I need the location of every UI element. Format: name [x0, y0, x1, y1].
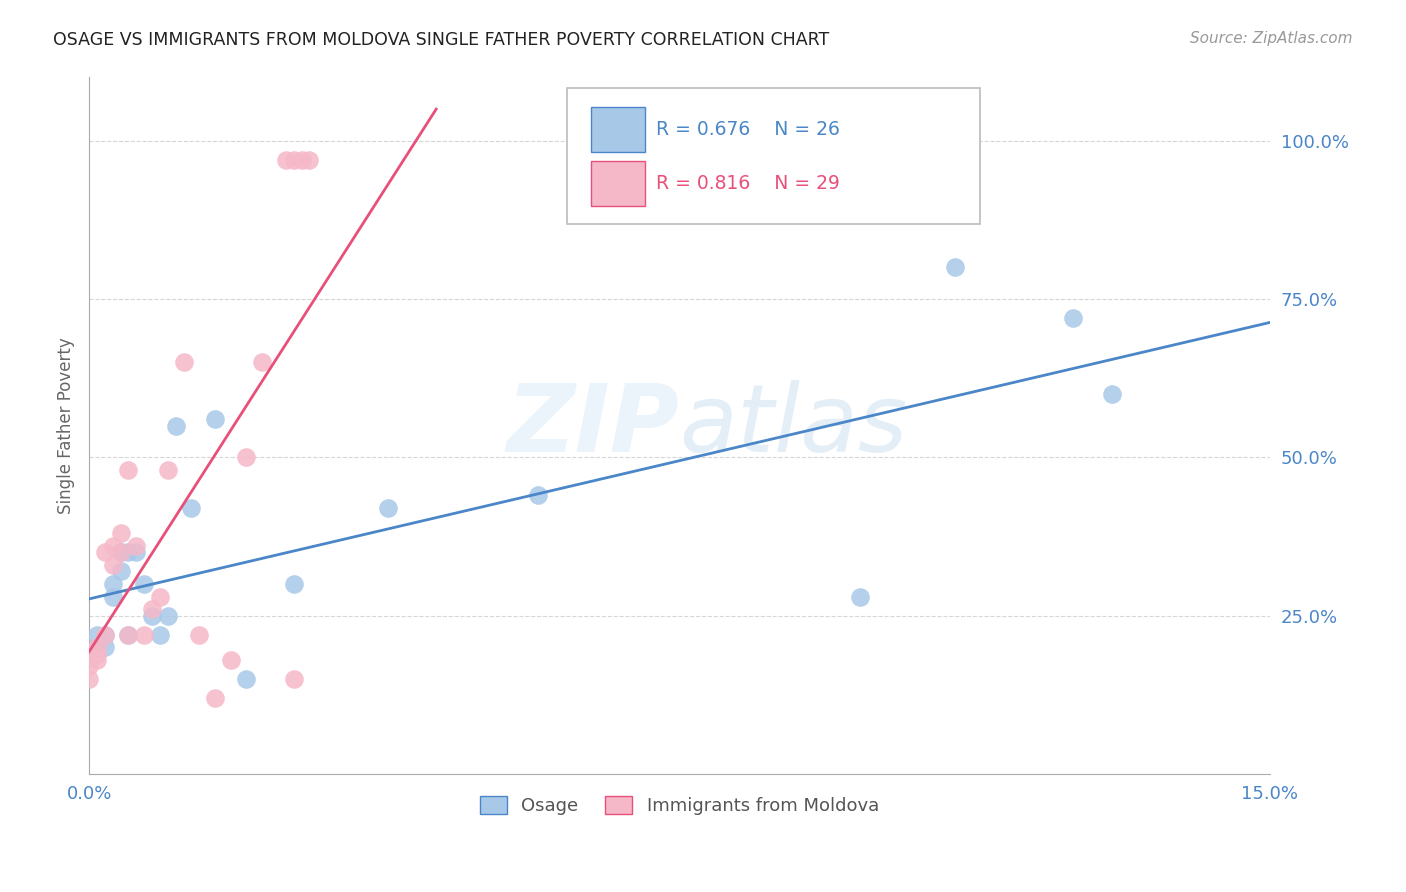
- Point: [235, 672, 257, 686]
- Point: [117, 628, 139, 642]
- Point: [149, 628, 172, 642]
- Text: R = 0.676    N = 26: R = 0.676 N = 26: [655, 120, 839, 139]
- Legend: Osage, Immigrants from Moldova: Osage, Immigrants from Moldova: [471, 787, 889, 824]
- Text: atlas: atlas: [679, 380, 908, 471]
- Point: [252, 355, 274, 369]
- FancyBboxPatch shape: [591, 161, 645, 206]
- Point: [94, 628, 117, 642]
- Point: [110, 565, 132, 579]
- Point: [101, 590, 124, 604]
- FancyBboxPatch shape: [567, 88, 980, 224]
- Point: [77, 659, 100, 673]
- Point: [849, 590, 872, 604]
- Point: [219, 653, 242, 667]
- Point: [117, 463, 139, 477]
- Point: [298, 153, 321, 167]
- FancyBboxPatch shape: [591, 107, 645, 152]
- Point: [86, 653, 108, 667]
- Text: ZIP: ZIP: [506, 380, 679, 472]
- Point: [141, 608, 163, 623]
- Text: OSAGE VS IMMIGRANTS FROM MOLDOVA SINGLE FATHER POVERTY CORRELATION CHART: OSAGE VS IMMIGRANTS FROM MOLDOVA SINGLE …: [53, 31, 830, 49]
- Point: [377, 501, 399, 516]
- Point: [134, 577, 156, 591]
- Point: [180, 501, 202, 516]
- Point: [77, 672, 100, 686]
- Point: [283, 153, 305, 167]
- Point: [156, 608, 179, 623]
- Point: [134, 628, 156, 642]
- Point: [117, 628, 139, 642]
- Point: [156, 463, 179, 477]
- Point: [110, 545, 132, 559]
- Y-axis label: Single Father Poverty: Single Father Poverty: [58, 337, 75, 514]
- Point: [110, 545, 132, 559]
- Point: [204, 412, 226, 426]
- Point: [125, 545, 148, 559]
- Point: [290, 153, 312, 167]
- Point: [86, 628, 108, 642]
- Point: [86, 640, 108, 655]
- Point: [101, 577, 124, 591]
- Point: [125, 539, 148, 553]
- Point: [943, 260, 966, 275]
- Point: [94, 640, 117, 655]
- Point: [101, 558, 124, 573]
- Point: [274, 153, 297, 167]
- Point: [149, 590, 172, 604]
- Point: [94, 628, 117, 642]
- Point: [173, 355, 195, 369]
- Point: [283, 672, 305, 686]
- Point: [86, 647, 108, 661]
- Point: [188, 628, 211, 642]
- Point: [204, 691, 226, 706]
- Point: [117, 545, 139, 559]
- Point: [165, 418, 187, 433]
- Text: R = 0.816    N = 29: R = 0.816 N = 29: [655, 174, 839, 193]
- Point: [101, 539, 124, 553]
- Point: [283, 577, 305, 591]
- Text: Source: ZipAtlas.com: Source: ZipAtlas.com: [1189, 31, 1353, 46]
- Point: [141, 602, 163, 616]
- Point: [526, 488, 548, 502]
- Point: [94, 545, 117, 559]
- Point: [1101, 387, 1123, 401]
- Point: [235, 450, 257, 465]
- Point: [1062, 311, 1084, 326]
- Point: [86, 640, 108, 655]
- Point: [110, 526, 132, 541]
